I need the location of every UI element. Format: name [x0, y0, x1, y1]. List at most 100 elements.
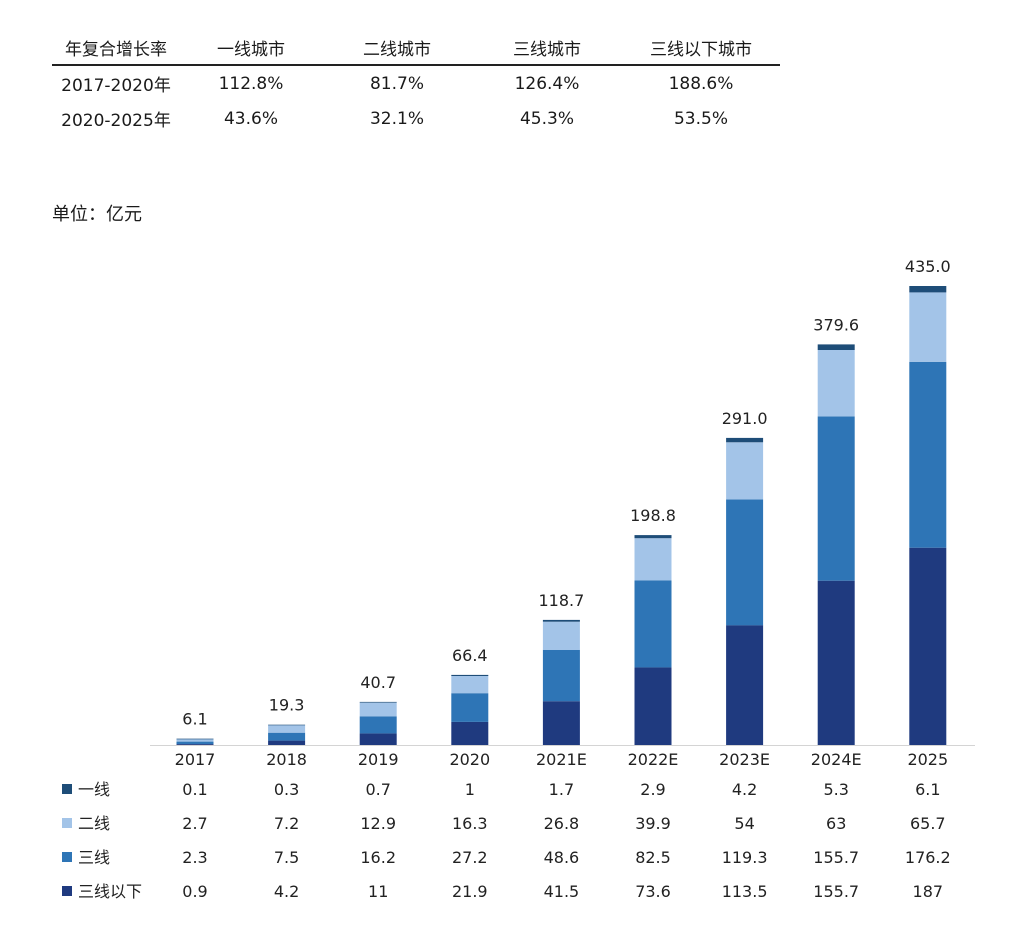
- total-label: 66.4: [452, 646, 488, 665]
- cagr-period-cell: 2020-2025年: [61, 111, 171, 131]
- bar-segment: [268, 732, 306, 741]
- data-table-value: 2.9: [640, 780, 665, 799]
- cagr-value-cell: 81.7%: [369, 73, 424, 94]
- legend-label: 三线: [78, 848, 110, 867]
- x-tick-label: 2022E: [628, 750, 679, 769]
- data-table-value: 7.5: [274, 848, 299, 867]
- cagr-header-cell: 一线城市: [180, 30, 322, 66]
- table-row: 2020-2025年 43.6% 32.1% 45.3% 53.5%: [52, 101, 780, 136]
- bar-segment: [451, 676, 489, 694]
- data-table-value: 41.5: [544, 882, 580, 901]
- bar-segment: [268, 740, 306, 745]
- x-tick-label: 2019: [358, 750, 399, 769]
- total-label: 6.1: [182, 710, 207, 729]
- data-table-value: 155.7: [813, 848, 859, 867]
- bar-segment: [909, 286, 947, 293]
- bar-segment: [359, 701, 397, 703]
- bar-segment: [542, 621, 580, 650]
- data-table-value: 2.3: [182, 848, 207, 867]
- bar-segment: [817, 580, 855, 745]
- bar-segment: [451, 674, 489, 676]
- x-tick-label: 2023E: [719, 750, 770, 769]
- data-table-value: 155.7: [813, 882, 859, 901]
- total-label: 435.0: [905, 257, 951, 276]
- data-table-value: 26.8: [544, 814, 580, 833]
- data-table-value: 63: [826, 814, 846, 833]
- data-table-value: 2.7: [182, 814, 207, 833]
- bar-segment: [634, 538, 672, 581]
- cagr-header-cell: 二线城市: [322, 30, 472, 66]
- x-tick-label: 2024E: [811, 750, 862, 769]
- cagr-value-cell: 53.5%: [673, 108, 728, 129]
- data-table-value: 1.7: [549, 780, 574, 799]
- legend-label: 三线以下: [78, 882, 142, 901]
- cagr-header-cell: 三线以下城市: [622, 30, 780, 66]
- bar-segment: [817, 349, 855, 417]
- bar-segment: [268, 724, 306, 726]
- data-table-value: 187: [913, 882, 944, 901]
- data-table-value: 21.9: [452, 882, 488, 901]
- legend-swatch: [62, 818, 72, 828]
- bar-segment: [176, 741, 214, 744]
- total-label: 118.7: [538, 591, 584, 610]
- data-table-value: 7.2: [274, 814, 299, 833]
- bar-segment: [817, 344, 855, 350]
- data-table-value: 1: [465, 780, 475, 799]
- data-table-value: 27.2: [452, 848, 488, 867]
- bar-segment: [634, 580, 672, 668]
- cagr-value-cell: 126.4%: [514, 73, 580, 94]
- bar-segment: [359, 702, 397, 717]
- data-table-value: 0.9: [182, 882, 207, 901]
- bar-segment: [542, 619, 580, 622]
- x-tick-label: 2017: [175, 750, 216, 769]
- bar-segment: [634, 535, 672, 539]
- legend-swatch: [62, 852, 72, 862]
- data-table-value: 73.6: [635, 882, 671, 901]
- cagr-period-cell: 2017-2020年: [61, 76, 171, 96]
- bar-segment: [726, 625, 764, 745]
- bar-segment: [359, 733, 397, 745]
- cagr-table: 年复合增长率 一线城市 二线城市 三线城市 三线以下城市 2017-2020年 …: [52, 30, 780, 136]
- table-row: 2017-2020年 112.8% 81.7% 126.4% 188.6%: [52, 65, 780, 101]
- data-table-value: 0.3: [274, 780, 299, 799]
- bar-segment: [359, 716, 397, 734]
- total-label: 379.6: [813, 315, 859, 334]
- data-table-value: 65.7: [910, 814, 946, 833]
- legend-label: 二线: [78, 814, 110, 833]
- total-label: 19.3: [269, 696, 305, 715]
- unit-label: 单位：亿元: [52, 204, 142, 225]
- data-table-value: 4.2: [732, 780, 757, 799]
- bar-segment: [726, 437, 764, 443]
- bar-segment: [726, 442, 764, 500]
- cagr-value-cell: 43.6%: [223, 108, 278, 129]
- data-table-value: 54: [734, 814, 754, 833]
- data-table-value: 48.6: [544, 848, 580, 867]
- cagr-value-cell: 32.1%: [369, 108, 424, 129]
- cagr-header-cell: 三线城市: [472, 30, 622, 66]
- total-label: 40.7: [360, 673, 396, 692]
- bar-segment: [634, 667, 672, 745]
- bar-segment: [542, 649, 580, 702]
- bar-segment: [176, 738, 214, 740]
- legend-label: 一线: [78, 780, 110, 799]
- total-label: 198.8: [630, 506, 676, 525]
- bar-segment: [909, 361, 947, 548]
- legend-swatch: [62, 886, 72, 896]
- bar-segment: [909, 292, 947, 362]
- cagr-value-cell: 45.3%: [519, 108, 574, 129]
- legend-swatch: [62, 784, 72, 794]
- x-tick-label: 2021E: [536, 750, 587, 769]
- cagr-header-cell: 年复合增长率: [52, 30, 180, 66]
- bar-segment: [451, 693, 489, 722]
- cagr-header-row: 年复合增长率 一线城市 二线城市 三线城市 三线以下城市: [52, 30, 780, 66]
- x-tick-label: 2025: [907, 750, 948, 769]
- data-table-value: 4.2: [274, 882, 299, 901]
- data-table-value: 0.1: [182, 780, 207, 799]
- bar-segment: [176, 738, 214, 742]
- x-tick-label: 2020: [449, 750, 490, 769]
- x-tick-label: 2018: [266, 750, 307, 769]
- data-table-value: 39.9: [635, 814, 671, 833]
- cagr-value-cell: 112.8%: [218, 73, 284, 94]
- data-table-value: 82.5: [635, 848, 671, 867]
